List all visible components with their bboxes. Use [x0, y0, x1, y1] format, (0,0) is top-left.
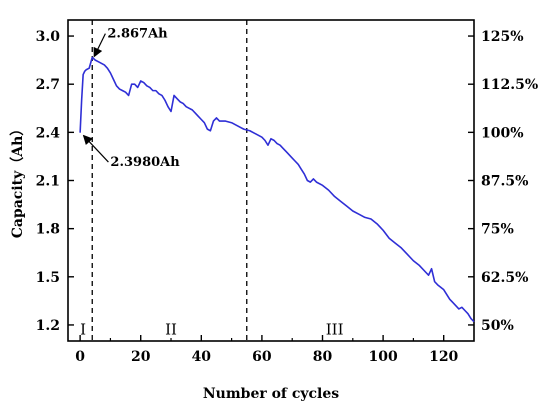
series-layer — [79, 56, 475, 323]
x-tick-label-6: 120 — [429, 349, 458, 365]
y-tick-label-3: 2.1 — [36, 174, 60, 190]
x-axis-title: Number of cycles — [203, 386, 339, 402]
y-axis-title: Capacity（Ah） — [10, 122, 26, 239]
annotation-label-0: 2.867Ah — [107, 27, 168, 42]
y-tick-label-5: 2.7 — [36, 77, 60, 93]
right-tick-label-2: 75% — [481, 222, 514, 238]
x-tick-label-3: 60 — [252, 349, 272, 365]
region-label-0: I — [80, 321, 86, 339]
x-tick-label-2: 40 — [192, 349, 212, 365]
x-tick-label-5: 100 — [368, 349, 397, 365]
y-tick-label-0: 1.2 — [36, 318, 60, 334]
region-dividers — [91, 20, 248, 341]
tick-labels: 0 20 40 60 80 100 120 1.2 1.5 1.8 2.1 2.4 2.7 3.0 50% 6… — [36, 29, 539, 365]
right-tick-label-0: 50% — [481, 318, 514, 334]
y-tick-label-6: 3.0 — [36, 29, 61, 45]
y-tick-label-2: 1.8 — [36, 222, 60, 238]
right-tick-label-6: 125% — [481, 29, 524, 45]
y-tick-label-4: 2.4 — [36, 125, 61, 141]
x-tick-label-1: 20 — [131, 349, 151, 365]
region-label-2: III — [326, 321, 344, 339]
y-tick-label-1: 1.5 — [36, 270, 60, 286]
series-line-0 — [79, 56, 475, 323]
right-tick-label-3: 87.5% — [481, 174, 528, 190]
right-tick-label-4: 100% — [481, 125, 524, 141]
plot-frame — [67, 19, 475, 342]
annotation-arrow-0 — [93, 33, 106, 58]
region-label-1: II — [165, 321, 177, 339]
x-tick-label-0: 0 — [75, 349, 85, 365]
right-tick-label-1: 62.5% — [481, 270, 528, 286]
right-tick-label-5: 112.5% — [481, 77, 538, 93]
annotation-arrow-1 — [82, 134, 109, 163]
x-tick-label-4: 80 — [313, 349, 333, 365]
axis-ticks — [68, 35, 474, 341]
annotation-layer: 2.867Ah 2.3980Ah — [82, 27, 180, 170]
annotation-label-1: 2.3980Ah — [110, 155, 180, 170]
